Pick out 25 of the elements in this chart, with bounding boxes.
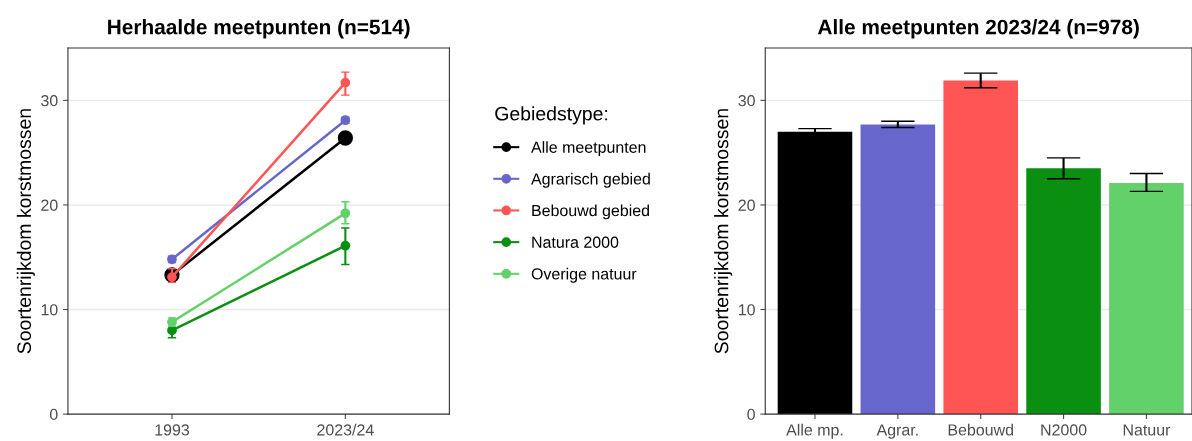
y-tick-label: 10 [41, 304, 58, 316]
legend-label: Overige natuur [531, 267, 637, 283]
y-tick-label: 10 [739, 304, 755, 316]
legend-label: Natura 2000 [532, 236, 619, 248]
y-tick-label: 30 [738, 94, 755, 107]
x-tick-label: 1993 [155, 424, 190, 436]
x-tick-label: Natuur [1123, 424, 1171, 436]
y-tick-label: 20 [41, 199, 58, 211]
legend-label: Alle meetpunten [531, 141, 646, 157]
y-tick-label: 20 [738, 199, 755, 211]
x-tick-label: Agrar. [876, 424, 918, 439]
x-tick-label: N2000 [1041, 424, 1087, 436]
legend-label: Bebouwd gebied [532, 204, 649, 220]
chart-title: Herhaalde meetpunten (n=514) [108, 19, 410, 39]
y-axis-title: Soortenrijkdom korstmossen [16, 109, 35, 354]
chart-title: Alle meetpunten 2023/24 (n=978) [817, 19, 1139, 39]
legend-title: Gebiedstype: [495, 106, 608, 125]
y-tick-label: 0 [49, 408, 58, 421]
x-tick-label: 2023/24 [317, 423, 374, 436]
x-tick-label: Alle mp. [786, 423, 843, 439]
y-tick-label: 0 [747, 408, 755, 421]
legend-label: Agrarisch gebied [531, 172, 650, 188]
y-tick-label: 30 [41, 94, 58, 107]
y-axis-title: Soortenrijkdom korstmossen [714, 109, 733, 354]
x-tick-label: Bebouwd [948, 423, 1013, 436]
